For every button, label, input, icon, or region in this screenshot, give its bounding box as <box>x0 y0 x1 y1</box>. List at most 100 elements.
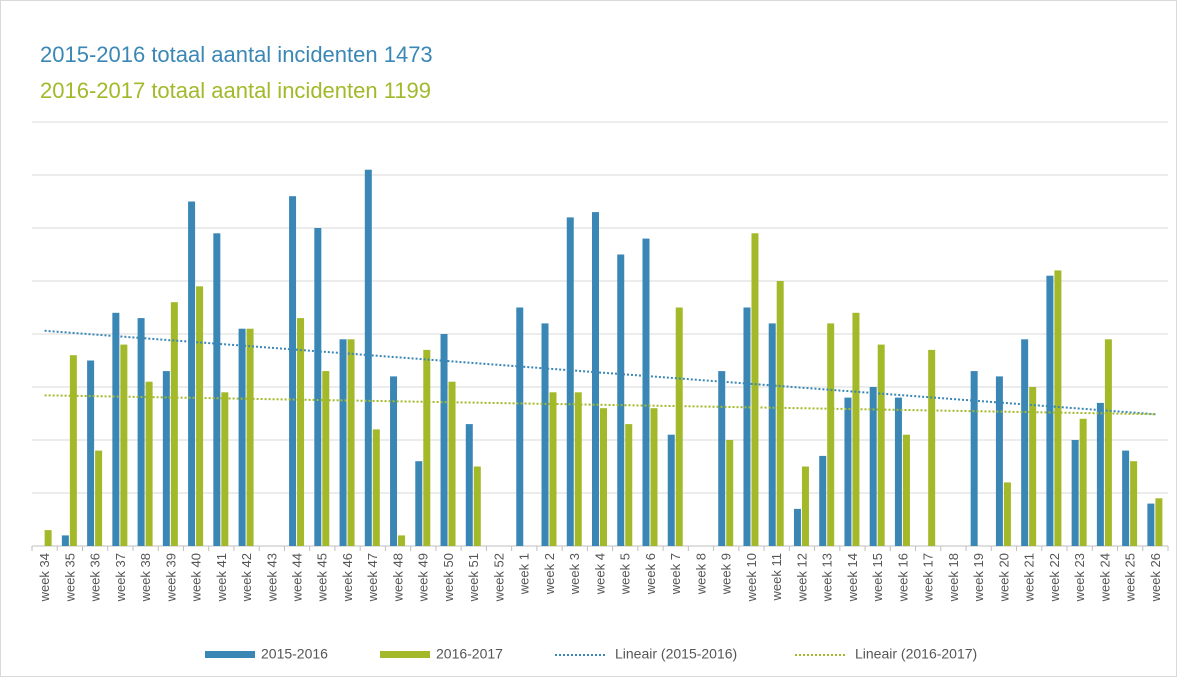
bar <box>423 349 431 546</box>
bar <box>970 371 978 546</box>
x-tick-label: week 26 <box>1148 553 1163 602</box>
chart-title: 2015-2016 totaal aantal incidenten 1473 <box>40 42 433 67</box>
bar <box>87 360 95 546</box>
x-tick-label: week 48 <box>390 553 405 602</box>
bar <box>1104 339 1112 546</box>
x-tick-label: week 21 <box>1022 553 1037 602</box>
bar <box>541 323 549 546</box>
bar <box>776 281 784 546</box>
bar <box>877 344 885 546</box>
x-tick-label: week 22 <box>1047 553 1062 602</box>
bar <box>516 307 524 546</box>
x-tick-label: week 15 <box>870 553 885 602</box>
bar <box>289 196 297 546</box>
bar <box>1155 498 1163 546</box>
x-tick-label: week 13 <box>820 553 835 602</box>
x-tick-label: week 3 <box>567 553 582 595</box>
x-tick-label: week 1 <box>517 553 532 595</box>
bar <box>617 254 625 546</box>
x-tick-label: week 14 <box>845 553 860 602</box>
x-tick-label: week 37 <box>113 553 128 602</box>
bar <box>196 286 204 546</box>
x-tick-label: week 7 <box>668 553 683 595</box>
x-tick-label: week 18 <box>946 553 961 602</box>
x-tick-label: week 50 <box>441 553 456 602</box>
bar <box>145 381 153 546</box>
x-tick-label: week 44 <box>290 553 305 602</box>
x-tick-label: week 2 <box>542 553 557 595</box>
x-tick-label: week 40 <box>189 553 204 602</box>
legend-label: Lineair (2015-2016) <box>615 646 737 662</box>
bar <box>751 233 759 547</box>
bar <box>675 307 683 546</box>
x-tick-label: week 25 <box>1123 553 1138 602</box>
x-tick-label: week 11 <box>769 553 784 601</box>
bar <box>726 440 734 546</box>
x-tick-label: week 24 <box>1097 553 1112 602</box>
bar <box>1029 387 1037 546</box>
bar <box>801 466 809 546</box>
bar <box>246 328 254 546</box>
x-tick-label: week 43 <box>264 553 279 602</box>
x-tick-label: week 19 <box>971 553 986 602</box>
trendline <box>44 329 1156 416</box>
bar <box>465 424 473 546</box>
bar <box>372 429 380 546</box>
bar <box>1003 482 1011 546</box>
bar <box>364 169 372 546</box>
bar <box>625 424 633 546</box>
bar <box>1071 440 1079 546</box>
x-tick-label: week 51 <box>466 553 481 602</box>
bar <box>61 535 69 546</box>
x-tick-label: week 4 <box>592 553 607 595</box>
x-tick-label: week 16 <box>895 553 910 602</box>
bar <box>448 381 456 546</box>
x-tick-label: week 46 <box>340 553 355 602</box>
bar <box>221 392 229 546</box>
legend-label: 2015-2016 <box>261 646 328 662</box>
legend-label: Lineair (2016-2017) <box>855 646 977 662</box>
bar <box>297 318 305 546</box>
bar <box>1122 450 1130 546</box>
bar <box>162 371 170 546</box>
x-tick-label: week 5 <box>618 553 633 595</box>
bar <box>473 466 481 546</box>
legend-swatch <box>380 651 430 658</box>
bar <box>650 408 658 546</box>
bar <box>902 434 910 546</box>
bar <box>718 371 726 546</box>
bar <box>1079 418 1087 546</box>
bar <box>592 212 599 546</box>
bar <box>1130 461 1138 546</box>
bar <box>213 233 221 547</box>
x-tick-label: week 38 <box>138 553 153 602</box>
bar <box>314 228 322 546</box>
x-tick-label: week 23 <box>1072 553 1087 602</box>
bar <box>600 408 607 546</box>
bar <box>170 302 178 546</box>
chart-title: 2016-2017 totaal aantal incidenten 1199 <box>40 78 431 103</box>
legend-swatch <box>205 651 255 658</box>
bar <box>1046 275 1054 546</box>
bar <box>768 323 776 546</box>
bar <box>928 349 936 546</box>
x-tick-label: week 34 <box>37 553 52 602</box>
bar <box>339 339 347 546</box>
trendline <box>44 394 1156 416</box>
x-tick-label: week 8 <box>693 553 708 595</box>
bar <box>667 434 675 546</box>
bar <box>844 397 852 546</box>
bar <box>743 307 751 546</box>
bar <box>390 376 398 546</box>
x-tick-label: week 17 <box>921 553 936 602</box>
bar <box>95 450 103 546</box>
bar <box>1054 270 1062 546</box>
bar <box>819 455 827 546</box>
x-tick-label: week 41 <box>214 553 229 602</box>
x-tick-label: week 47 <box>365 553 380 602</box>
bar <box>347 339 355 546</box>
bar <box>1096 402 1104 546</box>
x-tick-label: week 10 <box>744 553 759 602</box>
x-tick-label: week 6 <box>643 553 658 595</box>
